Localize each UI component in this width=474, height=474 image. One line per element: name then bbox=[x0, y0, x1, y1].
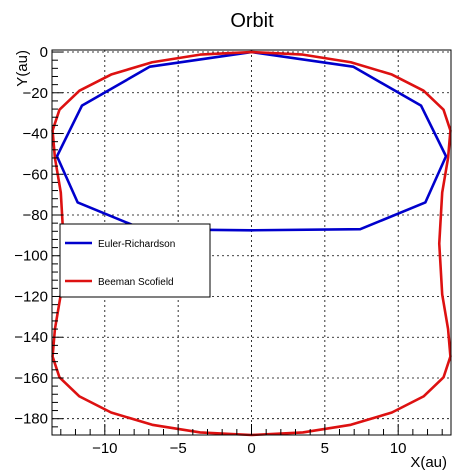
y-tick-label: −140 bbox=[14, 329, 48, 346]
y-tick-label: −160 bbox=[14, 370, 48, 387]
y-tick-label: −120 bbox=[14, 288, 48, 305]
y-tick-label: −80 bbox=[23, 207, 48, 224]
y-tick-label: −60 bbox=[23, 166, 48, 183]
x-tick-label: −10 bbox=[92, 440, 117, 457]
chart-title: Orbit bbox=[230, 10, 274, 32]
legend-label: Beeman Scofield bbox=[98, 277, 174, 288]
legend: Euler-Richardson Beeman Scofield bbox=[59, 223, 211, 298]
x-axis-title: X(au) bbox=[410, 454, 447, 471]
y-tick-label: −100 bbox=[14, 248, 48, 265]
y-tick-label: −20 bbox=[23, 85, 48, 102]
x-tick-label: 5 bbox=[321, 440, 329, 457]
legend-label: Euler-Richardson bbox=[98, 239, 175, 250]
x-tick-label: 10 bbox=[390, 440, 407, 457]
x-tick-label: 0 bbox=[247, 440, 255, 457]
y-tick-label: 0 bbox=[40, 44, 48, 61]
legend-items: Euler-Richardson Beeman Scofield bbox=[65, 239, 175, 288]
legend-box bbox=[59, 223, 211, 298]
y-tick-label: −40 bbox=[23, 126, 48, 143]
axis-ticks bbox=[52, 51, 443, 436]
y-axis-title: Y(au) bbox=[14, 50, 31, 87]
y-tick-label: −180 bbox=[14, 411, 48, 428]
series-line bbox=[55, 50, 448, 232]
x-tick-label: −5 bbox=[170, 440, 187, 457]
tick-labels: −10 −5 0 5 10 0 −20 −40 −60 −80 −100 −120 −140 −160 −1… bbox=[14, 44, 406, 457]
